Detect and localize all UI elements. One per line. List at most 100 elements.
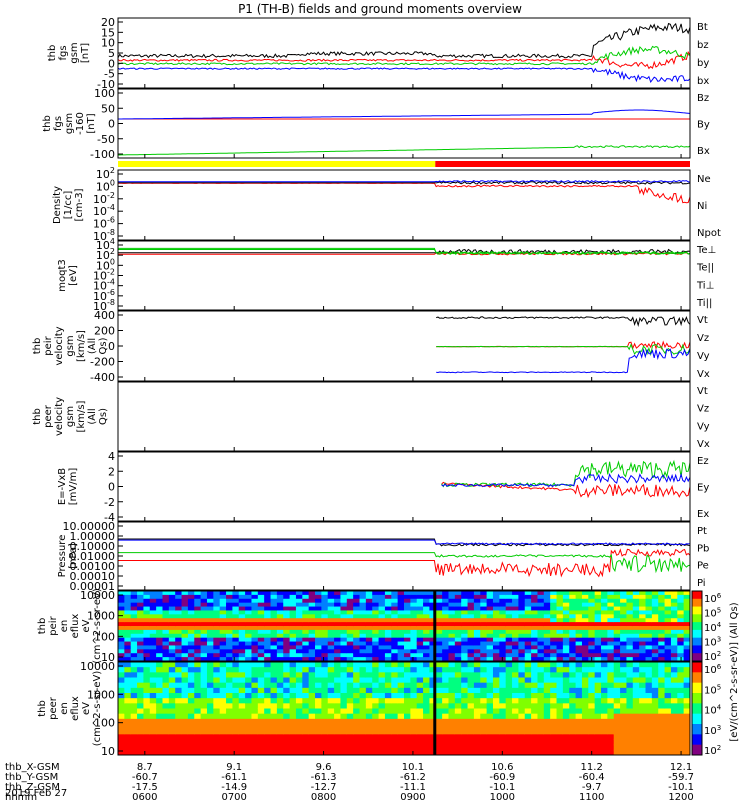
heatmap-cell — [620, 667, 627, 673]
heatmap-cell — [531, 602, 538, 608]
heatmap-cell — [486, 614, 494, 619]
heatmap-cell — [543, 657, 551, 662]
heatmap-cell — [442, 641, 449, 646]
heatmap-cell — [175, 645, 183, 650]
heatmap-cell — [245, 677, 252, 684]
heatmap-cell — [626, 708, 634, 715]
heatmap-cell — [492, 724, 500, 730]
heatmap-cell — [187, 677, 195, 684]
heatmap-cell — [601, 698, 608, 704]
heatmap-cell — [264, 622, 272, 627]
heatmap-cell — [416, 614, 424, 619]
heatmap-cell — [276, 610, 284, 615]
heatmap-cell — [480, 713, 488, 720]
heatmap-cell — [137, 602, 144, 608]
heatmap-cell — [594, 641, 602, 646]
heatmap-cell — [327, 606, 335, 611]
heatmap-cell — [137, 649, 144, 654]
heatmap-cell — [156, 594, 163, 600]
heatmap-cell — [581, 672, 589, 678]
y-tick-label: 4 — [108, 450, 115, 463]
heatmap-cell — [632, 649, 640, 654]
heatmap-cell — [359, 729, 367, 735]
heatmap-cell — [283, 729, 291, 735]
heatmap-cell — [156, 641, 163, 646]
heatmap-cell — [283, 645, 291, 650]
heatmap-cell — [683, 724, 691, 730]
heatmap-cell — [327, 614, 335, 619]
heatmap-cell — [416, 653, 424, 658]
heatmap-cell — [226, 667, 233, 673]
heatmap-cell — [283, 698, 291, 704]
heatmap-cell — [410, 591, 418, 596]
heatmap-cell — [461, 645, 469, 650]
heatmap-cell — [524, 724, 532, 730]
y-tick-label: 10.00000 — [63, 520, 116, 533]
heatmap-cell — [601, 618, 608, 623]
heatmap-cell — [226, 734, 233, 740]
heatmap-cell — [194, 693, 202, 699]
heatmap-cell — [620, 622, 627, 627]
heatmap-cell — [175, 662, 183, 668]
heatmap-cell — [365, 672, 373, 678]
heatmap-cell — [143, 610, 151, 615]
heatmap-cell — [645, 641, 653, 646]
heatmap-cell — [200, 626, 208, 631]
heatmap-cell — [569, 667, 577, 673]
heatmap-cell — [505, 703, 513, 709]
heatmap-cell — [378, 687, 386, 694]
heatmap-cell — [651, 708, 659, 715]
heatmap-cell — [187, 718, 195, 725]
heatmap-cell — [467, 703, 475, 709]
heatmap-cell — [467, 718, 475, 725]
panel-4: moqt3[eV]10410210010-210-410-610-8Te⊥Te|… — [57, 237, 716, 313]
footer-label: thb_Y-GSM — [5, 772, 58, 783]
heatmap-cell — [670, 713, 678, 720]
heatmap-cell — [442, 649, 449, 654]
heatmap-cell — [372, 739, 380, 746]
heatmap-cell — [353, 672, 361, 678]
heatmap-cell — [435, 744, 443, 751]
tick-exponent: 2 — [110, 166, 115, 175]
heatmap-cell — [372, 637, 380, 643]
heatmap-cell — [232, 591, 240, 596]
heatmap-cell — [200, 591, 208, 596]
heatmap-cell — [467, 708, 475, 715]
heatmap-cell — [372, 718, 380, 725]
heatmap-cell — [639, 645, 647, 650]
heatmap-cell — [321, 667, 329, 673]
heatmap-cell — [677, 598, 685, 604]
heatmap-cell — [423, 672, 430, 678]
heatmap-cell — [238, 594, 246, 600]
heatmap-cell — [194, 614, 202, 619]
heatmap-cell — [308, 629, 316, 635]
heatmap-cell — [670, 698, 678, 704]
heatmap-cell — [562, 629, 570, 635]
heatmap-cell — [321, 693, 329, 699]
heatmap-cell — [372, 698, 380, 704]
heatmap-cell — [588, 641, 596, 646]
heatmap-cell — [162, 672, 170, 678]
heatmap-cell — [524, 653, 532, 658]
heatmap-cell — [429, 677, 437, 684]
heatmap-cell — [581, 713, 589, 720]
heatmap-cell — [245, 693, 252, 699]
heatmap-cell — [499, 622, 507, 627]
heatmap-cell — [454, 645, 462, 650]
heatmap-cell — [607, 662, 615, 668]
heatmap-cell — [238, 626, 246, 631]
heatmap-cell — [334, 641, 341, 646]
heatmap-cell — [448, 606, 456, 611]
heatmap-cell — [226, 744, 233, 751]
heatmap-cell — [245, 645, 252, 650]
heatmap-cell — [486, 653, 494, 658]
heatmap-cell — [245, 703, 252, 709]
heatmap-cell — [601, 677, 608, 684]
heatmap-cell — [556, 657, 564, 662]
heatmap-cell — [658, 641, 666, 646]
heatmap-cell — [187, 734, 195, 740]
heatmap-cell — [359, 606, 367, 611]
heatmap-cell — [315, 667, 322, 673]
heatmap-cell — [581, 718, 589, 725]
heatmap-cell — [340, 672, 348, 678]
